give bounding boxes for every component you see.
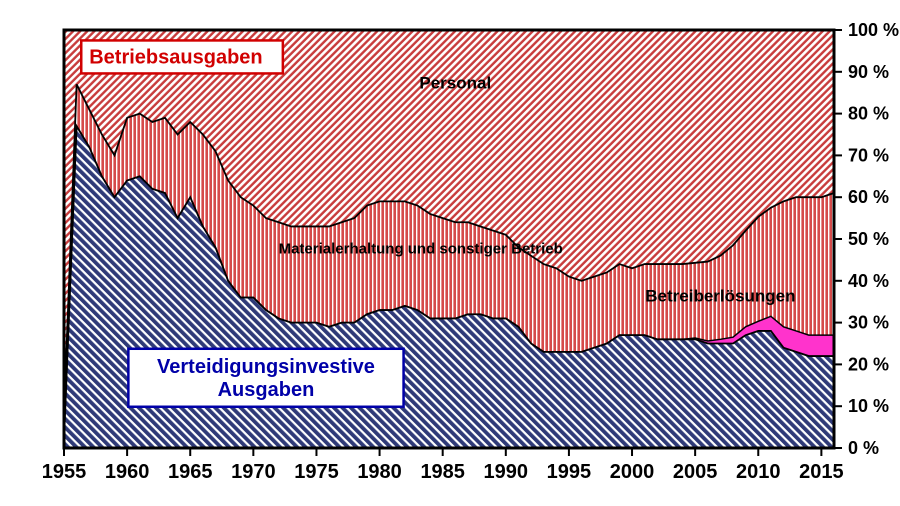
x-tick-label: 2000 <box>610 461 655 483</box>
label-material: Materialerhaltung und sonstiger Betrieb <box>279 241 563 258</box>
x-tick-label: 2015 <box>799 461 844 483</box>
y-tick-label: 40 % <box>848 271 889 291</box>
x-tick-label: 1980 <box>357 461 402 483</box>
y-tick-label: 20 % <box>848 354 889 374</box>
y-tick-label: 60 % <box>848 187 889 207</box>
x-tick-label: 1955 <box>42 461 87 483</box>
x-tick-label: 1970 <box>231 461 276 483</box>
label-verteidigung: Ausgaben <box>218 379 315 401</box>
y-tick-label: 10 % <box>848 396 889 416</box>
y-tick-label: 0 % <box>848 438 879 458</box>
label-personal: Personal <box>419 74 491 93</box>
x-tick-label: 2010 <box>736 461 781 483</box>
label-betriebsausgaben: Betriebsausgaben <box>89 46 262 68</box>
x-tick-label: 1995 <box>547 461 592 483</box>
y-tick-label: 100 % <box>848 20 899 40</box>
y-tick-label: 70 % <box>848 145 889 165</box>
x-tick-label: 2005 <box>673 461 718 483</box>
stacked-area-chart: 0 % 10 % 20 % 30 % 40 % 50 % 60 % 70 % 80 % 90 % 1… <box>0 0 900 506</box>
label-verteidigung: Verteidigungsinvestive <box>157 356 375 378</box>
y-tick-label: 50 % <box>848 229 889 249</box>
y-tick-label: 30 % <box>848 313 889 333</box>
x-tick-label: 1990 <box>484 461 529 483</box>
x-tick-label: 1965 <box>168 461 213 483</box>
x-tick-label: 1960 <box>105 461 150 483</box>
label-betreiber: Betreiberlösungen <box>645 287 795 306</box>
y-tick-label: 90 % <box>848 62 889 82</box>
x-tick-label: 1975 <box>294 461 339 483</box>
x-tick-label: 1985 <box>420 461 465 483</box>
y-tick-label: 80 % <box>848 104 889 124</box>
